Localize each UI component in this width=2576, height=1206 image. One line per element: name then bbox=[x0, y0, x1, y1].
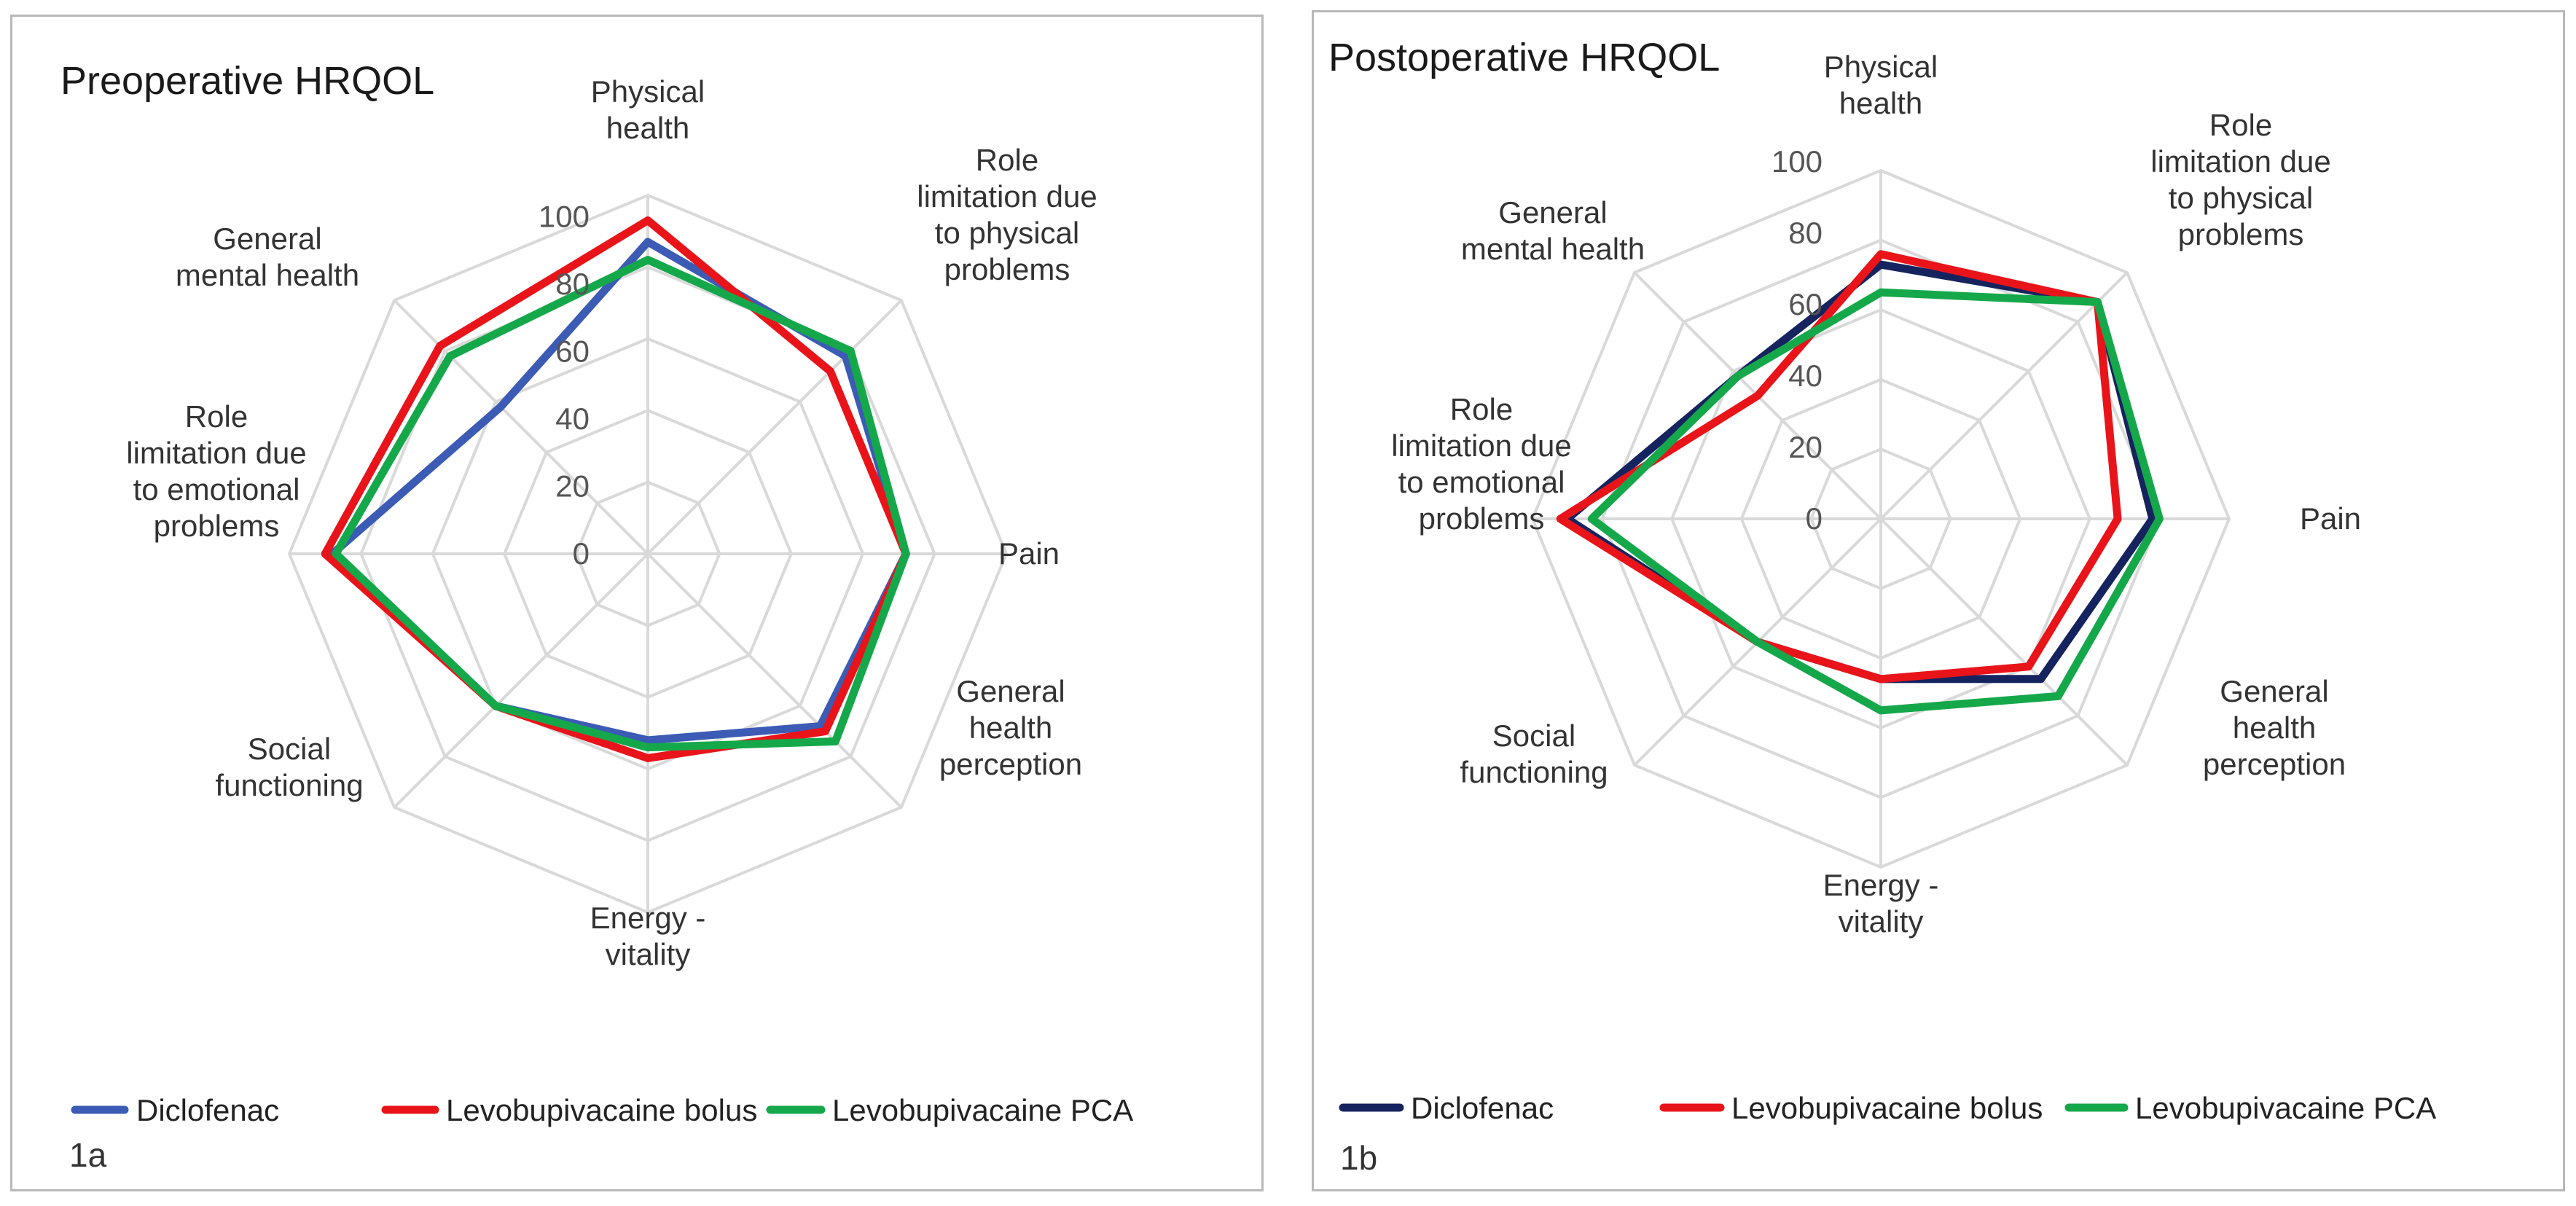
tick-label: 80 bbox=[1788, 216, 1823, 250]
grid-spoke bbox=[1879, 271, 2129, 520]
legend: Diclofenac Levobupivacaine bolus Levobupiv… bbox=[1339, 1091, 2436, 1125]
series-line-levobupivacaine-pca bbox=[332, 256, 910, 752]
tick-label: 0 bbox=[1806, 501, 1823, 536]
category-label: Pain bbox=[2300, 501, 2361, 536]
tick-label: 0 bbox=[573, 536, 590, 571]
tick-label: 60 bbox=[1788, 287, 1823, 321]
legend-label: Diclofenac bbox=[136, 1093, 279, 1127]
tick-label: 100 bbox=[1772, 144, 1823, 179]
legend-label: Levobupivacaine bolus bbox=[1731, 1091, 2043, 1125]
legend-label: Levobupivacaine PCA bbox=[2135, 1091, 2436, 1125]
grid-spoke bbox=[393, 299, 649, 555]
series-line-diclofenac bbox=[1563, 260, 2157, 684]
tick-label: 80 bbox=[555, 267, 590, 301]
panel-label: 1b bbox=[1340, 1139, 1377, 1177]
series-line-levobupivacaine-pca bbox=[1587, 288, 2164, 715]
category-label: Role limitation due to physical problems bbox=[917, 143, 1097, 286]
series-line-levobupivacaine-bolus bbox=[321, 216, 910, 762]
legend: Diclofenac Levobupivacaine bolus Levobupiv… bbox=[71, 1093, 1133, 1127]
radar-grid bbox=[1530, 168, 2231, 869]
category-label: General mental health bbox=[1461, 195, 1645, 266]
grid-spoke bbox=[646, 552, 903, 809]
category-label: General health perception bbox=[939, 674, 1082, 781]
series-line-levobupivacaine-bolus bbox=[1556, 250, 2122, 684]
chart-title: Postoperative HRQOL bbox=[1328, 36, 1720, 79]
category-label: Pain bbox=[998, 536, 1060, 571]
tick-label: 20 bbox=[555, 469, 590, 504]
category-label: Energy -vitality bbox=[1823, 868, 1939, 939]
legend-label: Levobupivacaine bolus bbox=[446, 1093, 757, 1127]
tick-label: 100 bbox=[539, 200, 590, 234]
chart-panel-1b: Postoperative HRQOL 0 20 40 60 80 100 Physical h… bbox=[1312, 10, 2565, 1191]
grid-spoke bbox=[646, 299, 903, 555]
chart-title: Preoperative HRQOL bbox=[60, 59, 434, 103]
category-label: Role limitation due to physical problems bbox=[2150, 108, 2330, 251]
legend-label: Levobupivacaine PCA bbox=[832, 1093, 1133, 1127]
legend-label: Diclofenac bbox=[1411, 1091, 1554, 1125]
tick-label: 40 bbox=[555, 402, 590, 436]
grid-spoke bbox=[1879, 517, 2129, 767]
grid-spoke bbox=[393, 552, 649, 809]
category-label: General health perception bbox=[2203, 674, 2346, 781]
category-label: Role limitation due to emotional problems bbox=[126, 399, 306, 543]
category-label: Physical health bbox=[1824, 50, 1938, 120]
category-label: Social functioning bbox=[215, 732, 363, 802]
tick-label: 20 bbox=[1788, 430, 1823, 464]
category-label: Physical health bbox=[591, 74, 705, 145]
tick-label: 40 bbox=[1788, 359, 1823, 393]
tick-label: 60 bbox=[555, 334, 590, 369]
category-label: Role limitation due to emotional problems bbox=[1391, 392, 1571, 536]
chart-panel-1a: Preoperative HRQOL 0 20 40 60 80 100 Physical he… bbox=[10, 15, 1264, 1191]
panel-label: 1a bbox=[69, 1136, 107, 1174]
radar-chart-1a: Preoperative HRQOL 0 20 40 60 80 100 Physical he… bbox=[60, 59, 1133, 1174]
radar-grid bbox=[287, 193, 1009, 915]
series-line-diclofenac bbox=[328, 238, 910, 745]
category-label: General mental health bbox=[176, 222, 359, 292]
category-label: Social functioning bbox=[1460, 718, 1608, 789]
category-label: Energy -vitality bbox=[590, 901, 706, 971]
